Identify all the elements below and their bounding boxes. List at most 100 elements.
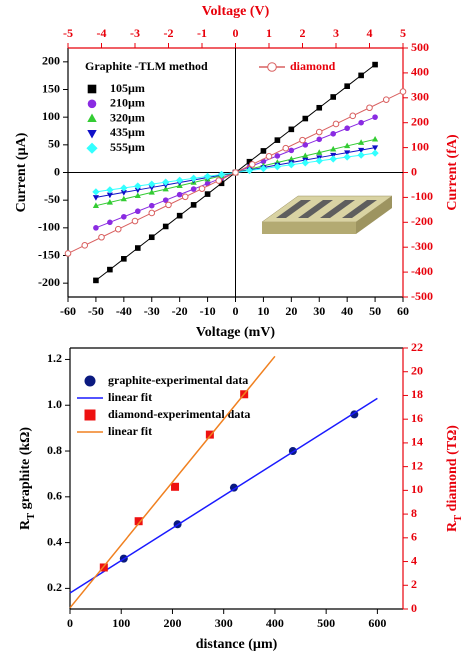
marker <box>249 162 255 168</box>
y2-axis-label-part: diamond (TΩ) <box>445 425 460 515</box>
y-tick-label: 0.2 <box>47 580 62 594</box>
y-tick-label: 0.4 <box>47 534 62 548</box>
x-tick-label: 40 <box>341 304 353 318</box>
x-axis-label: Voltage (mV) <box>196 325 276 340</box>
y-axis-label: Current (µA) <box>14 132 29 212</box>
marker <box>107 267 113 273</box>
legend-label: 105µm <box>110 81 145 95</box>
x-tick-label: 30 <box>313 304 325 318</box>
x-tick-label: 500 <box>317 616 335 630</box>
y2-tick-label: 22 <box>411 340 423 354</box>
y-tick-label: 1.2 <box>47 351 62 365</box>
x-tick-label: -30 <box>144 304 160 318</box>
marker <box>330 155 337 162</box>
marker <box>344 153 351 160</box>
y2-tick-label: 6 <box>411 530 417 544</box>
x2-tick-label: 3 <box>333 26 339 40</box>
legend-marker <box>87 113 96 122</box>
marker <box>344 125 350 131</box>
marker <box>261 148 267 154</box>
legend-label: linear fit <box>108 424 152 438</box>
legend-title: Graphite -TLM method <box>85 59 208 73</box>
legend-marker <box>88 85 97 94</box>
legend-marker <box>85 410 96 421</box>
y-tick-label: 0.6 <box>47 489 62 503</box>
y2-tick-label: 10 <box>411 482 423 496</box>
y-tick-label: 1.0 <box>47 397 62 411</box>
y2-tick-label: 500 <box>411 40 429 54</box>
y2-tick-label: 16 <box>411 411 423 425</box>
y2-tick-label: 100 <box>411 139 429 153</box>
y-axis-label: RT graphite (kΩ) <box>18 427 37 530</box>
marker <box>191 186 197 192</box>
marker <box>132 218 138 224</box>
y-tick-label: 0.8 <box>47 443 62 457</box>
marker <box>358 73 364 79</box>
y2-axis-label-part: T <box>453 515 464 522</box>
marker <box>82 243 88 249</box>
figure: -60-50-40-30-20-100102030405060-200-150-… <box>0 0 466 663</box>
y2-tick-label: -400 <box>411 264 433 278</box>
x-tick-label: 20 <box>285 304 297 318</box>
marker <box>358 120 364 126</box>
y2-tick-label: -200 <box>411 214 433 228</box>
marker <box>177 213 183 219</box>
x-tick-label: 50 <box>369 304 381 318</box>
marker <box>367 105 373 111</box>
x-tick-label: 0 <box>233 304 239 318</box>
legend-label: 555µm <box>110 140 145 154</box>
y2-tick-label: 8 <box>411 506 417 520</box>
y2-tick-label: 0 <box>411 164 417 178</box>
marker <box>275 153 281 159</box>
x-tick-label: -10 <box>200 304 216 318</box>
marker <box>65 251 71 257</box>
x-tick-label: 100 <box>112 616 130 630</box>
x2-tick-label: 1 <box>266 26 272 40</box>
y-tick-label: 50 <box>48 137 60 151</box>
marker <box>121 256 127 262</box>
y-tick-label: -200 <box>38 275 60 289</box>
marker <box>115 226 121 232</box>
y2-tick-label: 300 <box>411 90 429 104</box>
x-tick-label: -40 <box>116 304 132 318</box>
x2-tick-label: -3 <box>130 26 140 40</box>
marker <box>316 105 322 111</box>
y2-tick-label: 0 <box>411 601 417 615</box>
marker <box>99 234 105 240</box>
marker <box>350 113 356 119</box>
marker <box>372 136 378 142</box>
x2-tick-label: -5 <box>63 26 73 40</box>
x-tick-label: -50 <box>88 304 104 318</box>
marker <box>135 208 141 214</box>
x2-tick-label: -4 <box>97 26 107 40</box>
marker <box>93 225 99 231</box>
x2-tick-label: -2 <box>164 26 174 40</box>
x-tick-label: -60 <box>60 304 76 318</box>
legend-label: linear fit <box>108 390 152 404</box>
x-tick-label: 300 <box>215 616 233 630</box>
marker <box>316 129 322 135</box>
marker <box>289 148 295 154</box>
marker <box>149 234 155 240</box>
legend-label: 435µm <box>110 125 145 139</box>
marker <box>216 178 222 184</box>
marker <box>233 170 239 176</box>
marker <box>107 220 113 226</box>
y-tick-label: 200 <box>42 54 60 68</box>
y2-axis-label: RT diamond (TΩ) <box>445 425 464 532</box>
marker <box>266 154 272 160</box>
marker <box>383 97 389 103</box>
marker <box>106 186 113 193</box>
marker <box>316 137 322 143</box>
device-inset <box>262 196 392 234</box>
legend-marker <box>268 63 277 72</box>
x2-tick-label: -1 <box>197 26 207 40</box>
y2-tick-label: 20 <box>411 363 423 377</box>
y-tick-label: -150 <box>38 247 60 261</box>
legend-marker <box>86 143 97 154</box>
marker <box>205 191 211 197</box>
marker <box>121 214 127 220</box>
y-tick-label: 0 <box>54 164 60 178</box>
x-tick-label: -20 <box>172 304 188 318</box>
legend-label: diamond <box>290 59 336 73</box>
